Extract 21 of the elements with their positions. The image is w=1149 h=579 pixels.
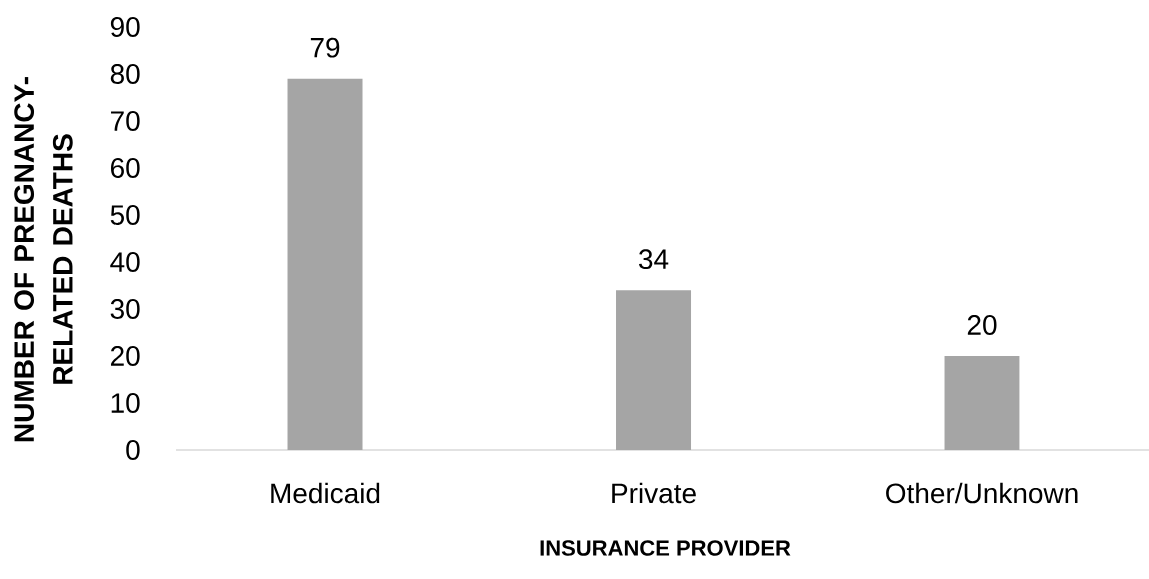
y-tick-label: 20	[110, 346, 140, 366]
bar	[616, 290, 692, 450]
x-tick-label: Medicaid	[271, 482, 380, 504]
y-tick-label: 80	[110, 64, 140, 84]
x-axis-title: INSURANCE PROVIDER	[540, 540, 791, 556]
y-tick-label: 90	[110, 17, 140, 37]
y-tick-label: 30	[110, 299, 140, 319]
x-tick-label: Private	[612, 482, 696, 504]
bar	[287, 78, 363, 450]
y-axis-title: NUMBER OF PREGNANCY-RELATED DEATHS	[14, 77, 73, 442]
y-tick-label: 40	[110, 252, 140, 272]
bar	[944, 356, 1020, 450]
data-label: 20	[967, 315, 997, 335]
y-tick-label: 60	[111, 158, 140, 178]
y-tick-label: 10	[111, 393, 140, 413]
data-label: 79	[310, 37, 340, 58]
y-tick-label: 70	[111, 111, 140, 131]
x-tick-label: Other/Unknown	[886, 482, 1078, 504]
data-label: 34	[639, 249, 669, 270]
y-tick-label: 0	[126, 440, 140, 460]
y-tick-label: 50	[110, 205, 140, 225]
